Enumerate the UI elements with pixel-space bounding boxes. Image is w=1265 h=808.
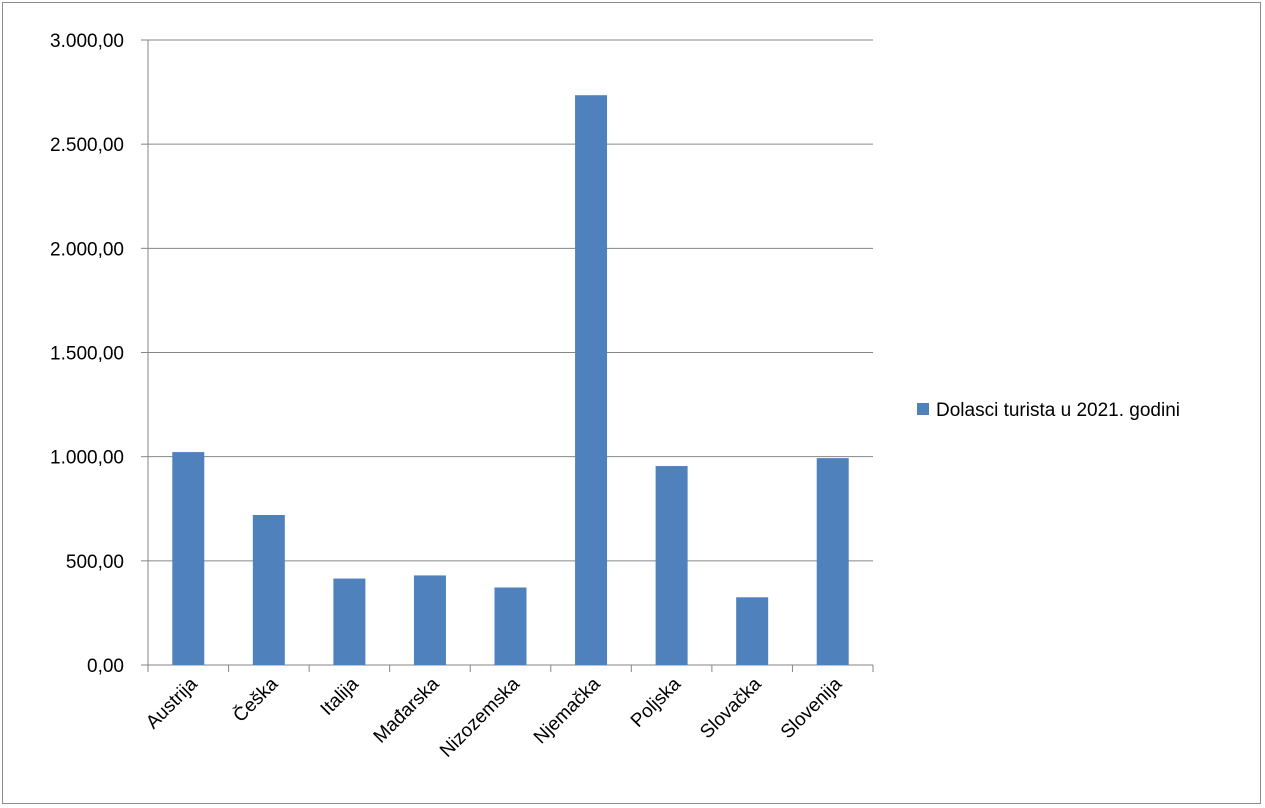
y-tick-label: 500,00	[66, 552, 124, 573]
x-tick-label: Poljska	[627, 673, 685, 731]
bar	[575, 95, 608, 666]
bar	[816, 458, 849, 665]
legend-label: Dolasci turista u 2021. godini	[936, 400, 1180, 421]
x-tick-label: Mađarska	[370, 673, 444, 747]
y-tick-label: 0,00	[87, 656, 124, 677]
bar	[172, 452, 205, 665]
y-tick-label: 2.500,00	[50, 135, 124, 156]
x-tick-label: Slovačka	[696, 673, 766, 743]
bar	[413, 575, 446, 665]
y-tick-label: 2.000,00	[50, 239, 124, 260]
bar	[494, 587, 527, 665]
legend: Dolasci turista u 2021. godini	[917, 400, 1180, 421]
y-tick-label: 1.500,00	[50, 344, 124, 365]
x-tick-label: Njemačka	[530, 673, 605, 748]
x-tick-label: Austrija	[142, 673, 202, 733]
x-tick-label: Italija	[317, 673, 364, 720]
x-tick-label: Slovenija	[777, 673, 847, 743]
bar	[655, 466, 688, 665]
x-tick-label: Češka	[229, 673, 283, 727]
gridlines	[148, 39, 873, 562]
bar	[333, 578, 366, 665]
x-tick-label: Nizozemska	[436, 673, 524, 761]
bar	[736, 597, 769, 665]
bar-series	[172, 95, 849, 666]
y-tick-label: 3.000,00	[50, 31, 124, 52]
legend-swatch	[917, 403, 929, 415]
y-axis: 0,00 500,00 1.000,00 1.500,00 2.000,00 2.500,…	[50, 31, 149, 677]
bar	[252, 515, 285, 665]
y-tick-label: 1.000,00	[50, 448, 124, 469]
